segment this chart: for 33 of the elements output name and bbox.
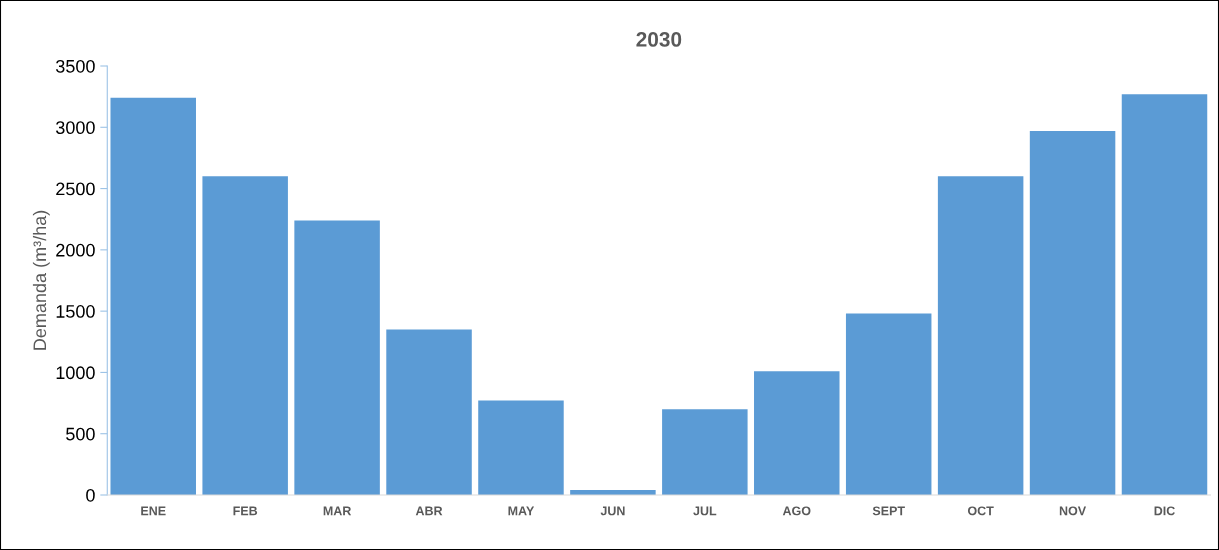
y-tick-label: 500	[66, 427, 95, 441]
y-tick-label: 2000	[56, 243, 95, 257]
y-tick-label: 0	[86, 488, 95, 502]
bar	[386, 329, 472, 495]
x-tick-label: AGO	[782, 506, 811, 516]
x-tick-label: MAY	[508, 506, 535, 516]
bar	[662, 409, 748, 495]
x-tick-label: ABR	[415, 506, 443, 516]
x-tick-label: JUL	[693, 506, 717, 516]
x-tick-label: JUN	[600, 506, 625, 516]
bar	[202, 176, 288, 495]
x-tick-label: FEB	[233, 506, 258, 516]
x-tick-label: OCT	[967, 506, 994, 516]
bar	[110, 97, 196, 495]
bar	[937, 176, 1024, 495]
x-tick-label: DIC	[1154, 506, 1175, 516]
y-axis-title: Demanda (m³/ha)	[32, 210, 50, 350]
x-tick-label: ENE	[141, 506, 166, 516]
chart-title: 2030	[636, 32, 682, 47]
x-tick-label: MAR	[323, 506, 352, 516]
y-tick-label: 2500	[56, 182, 95, 196]
bar	[754, 371, 840, 495]
bar	[1029, 130, 1116, 495]
bar	[1121, 94, 1208, 495]
y-tick-label: 1000	[56, 366, 95, 380]
x-tick-label: SEPT	[872, 506, 905, 516]
y-tick-label: 1500	[56, 305, 95, 318]
bar	[478, 400, 564, 495]
y-tick-label: 3500	[55, 59, 95, 73]
bar	[845, 313, 932, 495]
x-tick-label: NOV	[1059, 506, 1087, 516]
bar	[294, 220, 380, 495]
y-tick-label: 3000	[55, 121, 95, 135]
